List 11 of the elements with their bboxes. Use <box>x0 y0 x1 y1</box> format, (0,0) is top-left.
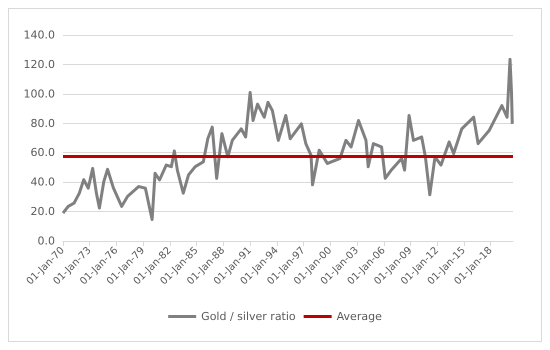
y-tick-label: 120.0 <box>24 58 55 71</box>
y-tick-label: 140.0 <box>24 28 55 42</box>
line-series <box>62 58 514 222</box>
legend-label: Average <box>336 310 382 323</box>
y-tick-label: 0.0 <box>38 234 55 248</box>
y-tick-label: 60.0 <box>30 146 55 160</box>
y-tick-label: 100.0 <box>24 87 55 100</box>
legend-label: Gold / silver ratio <box>201 310 296 323</box>
y-tick-label: 80.0 <box>30 116 55 130</box>
y-tick-label: 20.0 <box>30 205 55 218</box>
y-tick-label: 40.0 <box>30 176 55 189</box>
